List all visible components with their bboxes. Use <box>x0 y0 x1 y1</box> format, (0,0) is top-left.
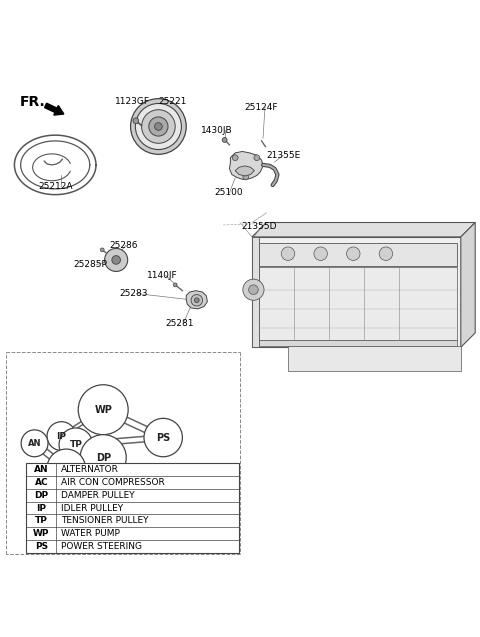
Circle shape <box>47 422 76 450</box>
Text: PS: PS <box>156 433 170 443</box>
Circle shape <box>222 138 227 142</box>
Text: 21355D: 21355D <box>241 222 277 231</box>
Text: AN: AN <box>28 439 41 448</box>
Text: AIR CON COMPRESSOR: AIR CON COMPRESSOR <box>61 478 165 487</box>
Text: AN: AN <box>34 466 48 475</box>
Text: PS: PS <box>35 542 48 551</box>
Polygon shape <box>186 290 207 309</box>
Circle shape <box>105 248 128 271</box>
Text: 1140JF: 1140JF <box>147 271 178 280</box>
Circle shape <box>314 247 327 261</box>
Circle shape <box>59 428 93 462</box>
Bar <box>26 464 239 553</box>
Text: 25281: 25281 <box>166 318 194 328</box>
Text: DP: DP <box>34 491 48 500</box>
Circle shape <box>155 123 162 131</box>
Polygon shape <box>229 152 263 179</box>
Text: AC: AC <box>35 478 48 487</box>
Text: DP: DP <box>96 453 111 462</box>
Circle shape <box>173 283 177 287</box>
Circle shape <box>133 118 139 124</box>
Circle shape <box>281 247 295 261</box>
Text: TP: TP <box>70 440 82 449</box>
Circle shape <box>21 430 48 457</box>
Circle shape <box>243 174 249 180</box>
Text: WP: WP <box>33 529 49 538</box>
Circle shape <box>347 247 360 261</box>
Text: AC: AC <box>60 464 73 473</box>
Circle shape <box>78 385 128 434</box>
Circle shape <box>100 248 104 252</box>
Text: 25212A: 25212A <box>38 182 72 191</box>
Text: TENSIONER PULLEY: TENSIONER PULLEY <box>61 517 148 526</box>
Text: WATER PUMP: WATER PUMP <box>61 529 120 538</box>
Polygon shape <box>235 166 254 176</box>
Text: 21355E: 21355E <box>266 151 300 160</box>
FancyArrow shape <box>45 103 64 115</box>
Circle shape <box>135 103 181 150</box>
Circle shape <box>249 285 258 294</box>
Text: WP: WP <box>94 404 112 415</box>
Text: 25221: 25221 <box>158 97 187 106</box>
Circle shape <box>144 419 182 457</box>
Text: 1123GF: 1123GF <box>115 97 149 106</box>
Circle shape <box>243 279 264 300</box>
Polygon shape <box>252 237 461 347</box>
Polygon shape <box>259 340 457 347</box>
Circle shape <box>191 294 203 306</box>
Text: ALTERNATOR: ALTERNATOR <box>61 466 119 475</box>
Circle shape <box>112 255 120 264</box>
Circle shape <box>379 247 393 261</box>
Text: 1430JB: 1430JB <box>201 126 233 135</box>
Polygon shape <box>252 237 259 347</box>
Polygon shape <box>259 267 457 340</box>
Polygon shape <box>252 222 475 237</box>
Text: 25283: 25283 <box>119 289 148 298</box>
Circle shape <box>194 298 199 303</box>
Polygon shape <box>288 347 461 371</box>
Circle shape <box>142 110 175 143</box>
Text: 25100: 25100 <box>214 189 243 197</box>
Text: 25285P: 25285P <box>73 261 107 269</box>
Text: FR.: FR. <box>20 94 46 108</box>
Circle shape <box>232 155 238 161</box>
Text: 25286: 25286 <box>109 241 138 250</box>
Polygon shape <box>461 222 475 347</box>
Text: DAMPER PULLEY: DAMPER PULLEY <box>61 491 134 500</box>
Circle shape <box>149 117 168 136</box>
Circle shape <box>47 449 85 487</box>
Text: 25124F: 25124F <box>245 103 278 112</box>
Text: IDLER PULLEY: IDLER PULLEY <box>61 504 123 513</box>
Text: IP: IP <box>57 432 66 441</box>
Circle shape <box>131 99 186 154</box>
Circle shape <box>80 434 126 481</box>
Text: IP: IP <box>36 504 46 513</box>
Polygon shape <box>259 243 457 266</box>
Text: POWER STEERING: POWER STEERING <box>61 542 142 551</box>
Text: TP: TP <box>35 517 48 526</box>
Circle shape <box>254 155 260 161</box>
